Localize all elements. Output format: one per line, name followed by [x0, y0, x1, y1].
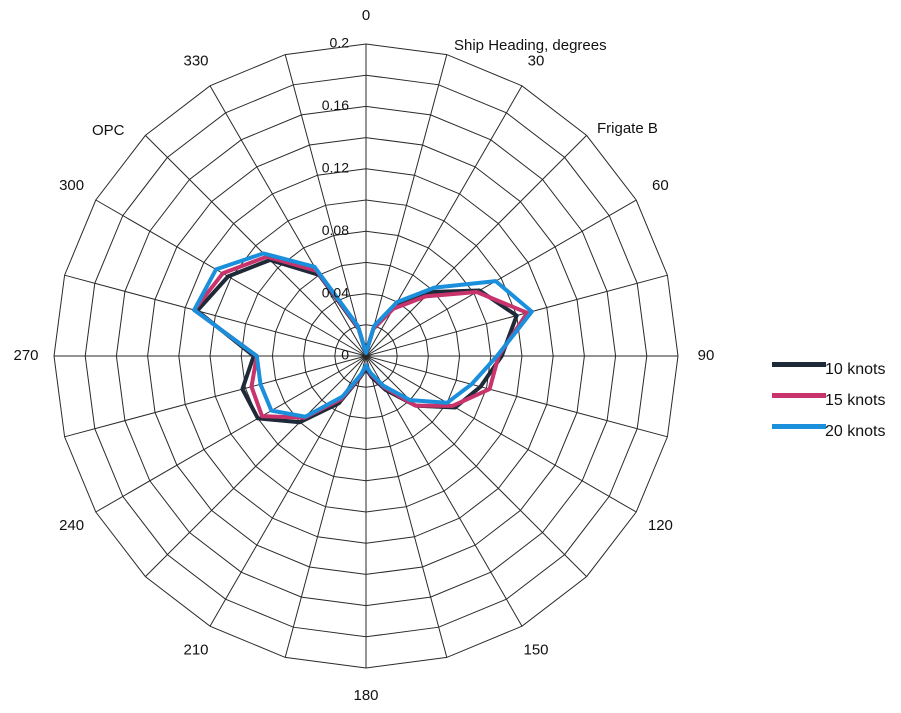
legend-label-20-knots: 20 knots: [825, 423, 886, 440]
angular-gridline: [365, 135, 587, 357]
legend-label-15-knots: 15 knots: [825, 392, 886, 409]
angle-tick-label: 120: [648, 517, 673, 534]
angle-tick-label: 330: [183, 53, 208, 70]
angle-tick-label: 30: [528, 53, 545, 70]
angular-gridline: [365, 355, 668, 438]
angular-gridline: [64, 274, 367, 357]
radial-tick-label: 0.2: [330, 35, 350, 51]
legend-swatch-20-knots: [772, 424, 826, 429]
angular-gridline: [365, 355, 448, 658]
left-ship-annotation: OPC: [92, 122, 125, 139]
angle-tick-label: 240: [59, 517, 84, 534]
angular-gridline: [284, 355, 367, 658]
angle-tick-label: 0: [362, 7, 370, 24]
angle-tick-label: 150: [523, 641, 548, 658]
radial-tick-label: 0.12: [322, 160, 349, 176]
angular-gridline: [64, 355, 367, 438]
angle-tick-label: 210: [183, 641, 208, 658]
angular-gridline: [365, 199, 637, 357]
angle-tick-labels: 0 30 60 90 120 150 180 210 240 270 300 330: [13, 7, 714, 704]
series-group: [192, 251, 534, 425]
angle-tick-label: 300: [59, 177, 84, 194]
heading-annotation: Ship Heading, degrees: [454, 37, 607, 54]
radial-tick-label: 0.04: [322, 284, 349, 300]
radial-tick-label: 0: [341, 347, 349, 363]
angle-tick-label: 180: [353, 687, 378, 704]
angular-gridline: [95, 355, 367, 513]
angle-tick-label: 60: [652, 177, 669, 194]
legend-label-10-knots: 10 knots: [825, 361, 886, 378]
legend-swatch-10-knots: [772, 362, 826, 367]
radial-tick-labels: 0 0.04 0.08 0.12 0.16 0.2: [322, 35, 349, 363]
angular-gridline: [365, 54, 448, 357]
legend-swatch-15-knots: [772, 393, 826, 398]
angular-gridline: [284, 54, 367, 357]
angle-tick-label: 270: [13, 347, 38, 364]
angle-tick-label: 90: [698, 347, 715, 364]
angular-gridline: [365, 355, 637, 513]
angular-gridline: [95, 199, 367, 357]
angular-gridline: [365, 355, 587, 577]
angular-gridline: [145, 135, 367, 357]
angular-gridline: [209, 85, 367, 357]
series-line-20-knots: [192, 251, 534, 419]
angular-gridline: [145, 355, 367, 577]
radial-tick-label: 0.16: [322, 97, 349, 113]
radial-tick-label: 0.08: [322, 222, 349, 238]
polar-grid: [53, 43, 679, 669]
right-ship-annotation: Frigate B: [597, 120, 658, 137]
angular-gridline: [365, 355, 523, 627]
